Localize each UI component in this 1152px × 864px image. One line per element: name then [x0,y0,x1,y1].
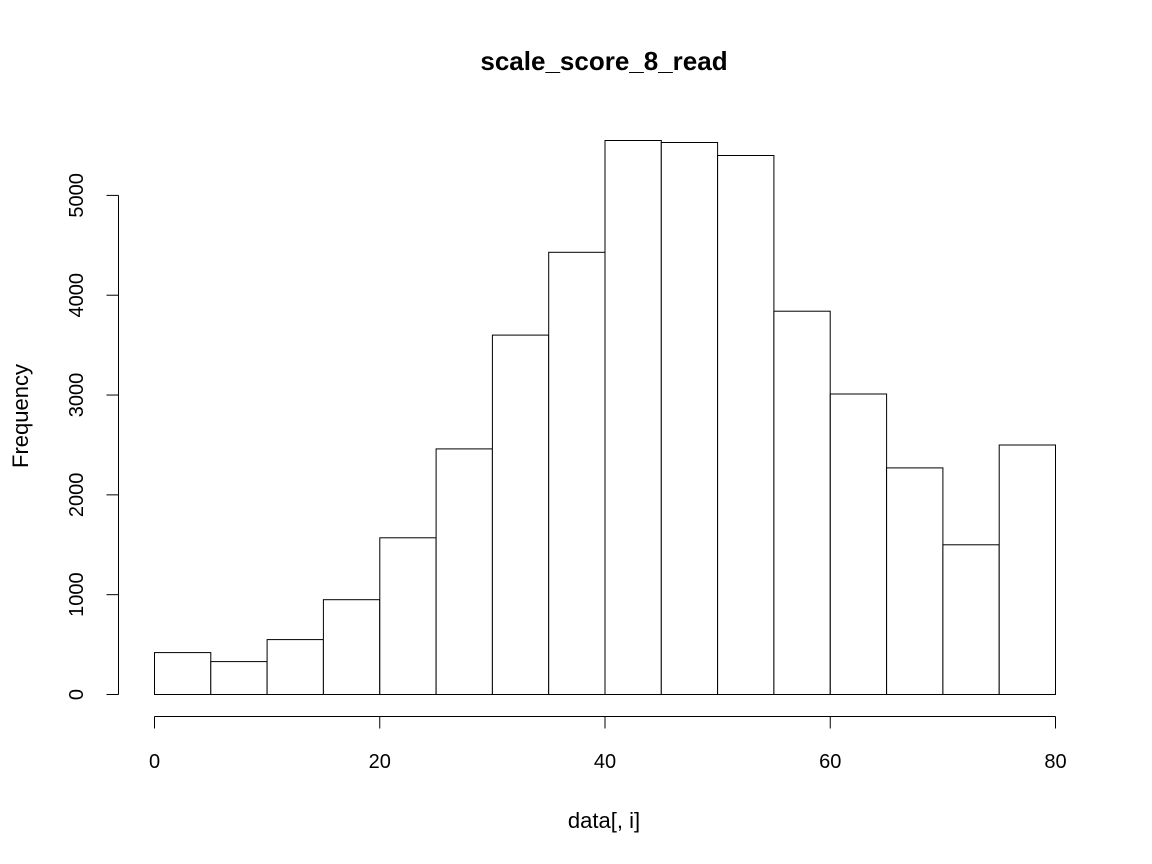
histogram-bar [998,444,1057,695]
histogram-bar [717,155,775,695]
histogram-bar [210,661,268,695]
histogram-bar [379,537,437,695]
histogram-bar [604,140,662,695]
chart-title: scale_score_8_read [480,46,727,76]
histogram-bar [548,251,606,696]
histogram-bar [322,599,381,696]
x-tick-label: 0 [149,751,160,773]
y-axis: 0 1000 2000 3000 4000 5000 [66,173,119,700]
histogram-bar [435,448,493,695]
y-tick-label: 3000 [66,373,88,418]
histogram-bar [491,334,550,695]
x-axis: 0 20 40 60 80 [149,716,1067,773]
x-tick-label: 60 [819,751,841,773]
y-axis-title: Frequency [8,364,33,468]
histogram-bar [942,544,1000,695]
histogram-bar [773,310,831,695]
bars-group [154,140,1057,696]
y-tick-label: 4000 [66,273,88,318]
histogram-bar [886,467,944,695]
histogram-bar [829,393,888,695]
y-tick-label: 2000 [66,473,88,518]
x-tick-label: 20 [369,751,391,773]
x-tick-label: 80 [1044,751,1066,773]
x-axis-title: data[, i] [568,808,640,833]
histogram-bar [154,652,212,695]
histogram-bar [266,639,324,695]
y-tick-label: 5000 [66,173,88,218]
y-tick-label: 0 [66,689,88,700]
x-tick-label: 40 [594,751,616,773]
histogram-bar [660,142,719,695]
y-tick-label: 1000 [66,572,88,617]
